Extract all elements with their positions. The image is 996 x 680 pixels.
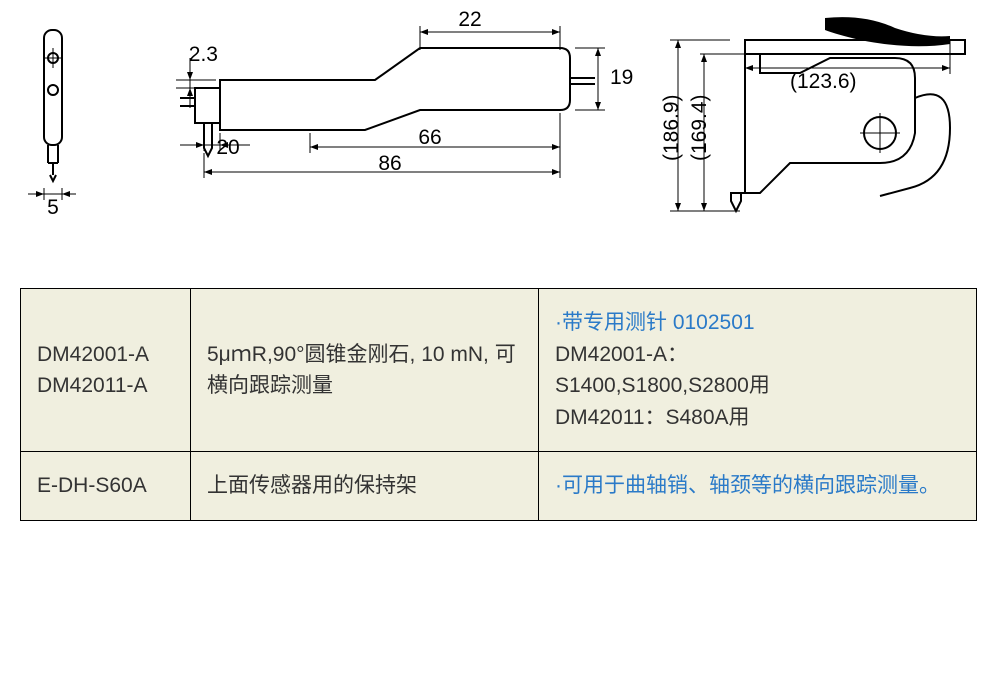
page-root: 5 (0, 0, 996, 680)
dim-123-6: (123.6) (790, 70, 857, 94)
dim-20: 20 (208, 136, 248, 160)
table-row: DM42001-ADM42011-A5μｍR,90°圆锥金刚石, 10 mN, … (21, 289, 977, 452)
diagram-area: 5 (20, 18, 976, 238)
dim-2-3: 2.3 (178, 43, 218, 67)
cell-spec: 上面传感器用的保持架 (191, 452, 539, 521)
spec-table: DM42001-ADM42011-A5μｍR,90°圆锥金刚石, 10 mN, … (20, 288, 977, 521)
dim-22: 22 (440, 8, 500, 32)
dim-169-4: (169.4) (688, 78, 712, 178)
side-view-svg (160, 18, 630, 218)
cell-notes: ·可用于曲轴销、轴颈等的横向跟踪测量。 (539, 452, 977, 521)
dim-front-width: 5 (44, 196, 62, 220)
dim-186-9: (186.9) (660, 78, 684, 178)
cell-notes: ·带专用测针 0102501DM42001-A：S1400,S1800,S280… (539, 289, 977, 452)
table-row: E-DH-S60A上面传感器用的保持架·可用于曲轴销、轴颈等的横向跟踪测量。 (21, 452, 977, 521)
cell-models: E-DH-S60A (21, 452, 191, 521)
front-view-svg (20, 18, 90, 218)
cell-models: DM42001-ADM42011-A (21, 289, 191, 452)
dim-19: 19 (610, 66, 633, 90)
dim-66: 66 (400, 126, 460, 150)
cell-spec: 5μｍR,90°圆锥金刚石, 10 mN, 可横向跟踪测量 (191, 289, 539, 452)
dim-86: 86 (350, 152, 430, 176)
spec-table-body: DM42001-ADM42011-A5μｍR,90°圆锥金刚石, 10 mN, … (21, 289, 977, 521)
